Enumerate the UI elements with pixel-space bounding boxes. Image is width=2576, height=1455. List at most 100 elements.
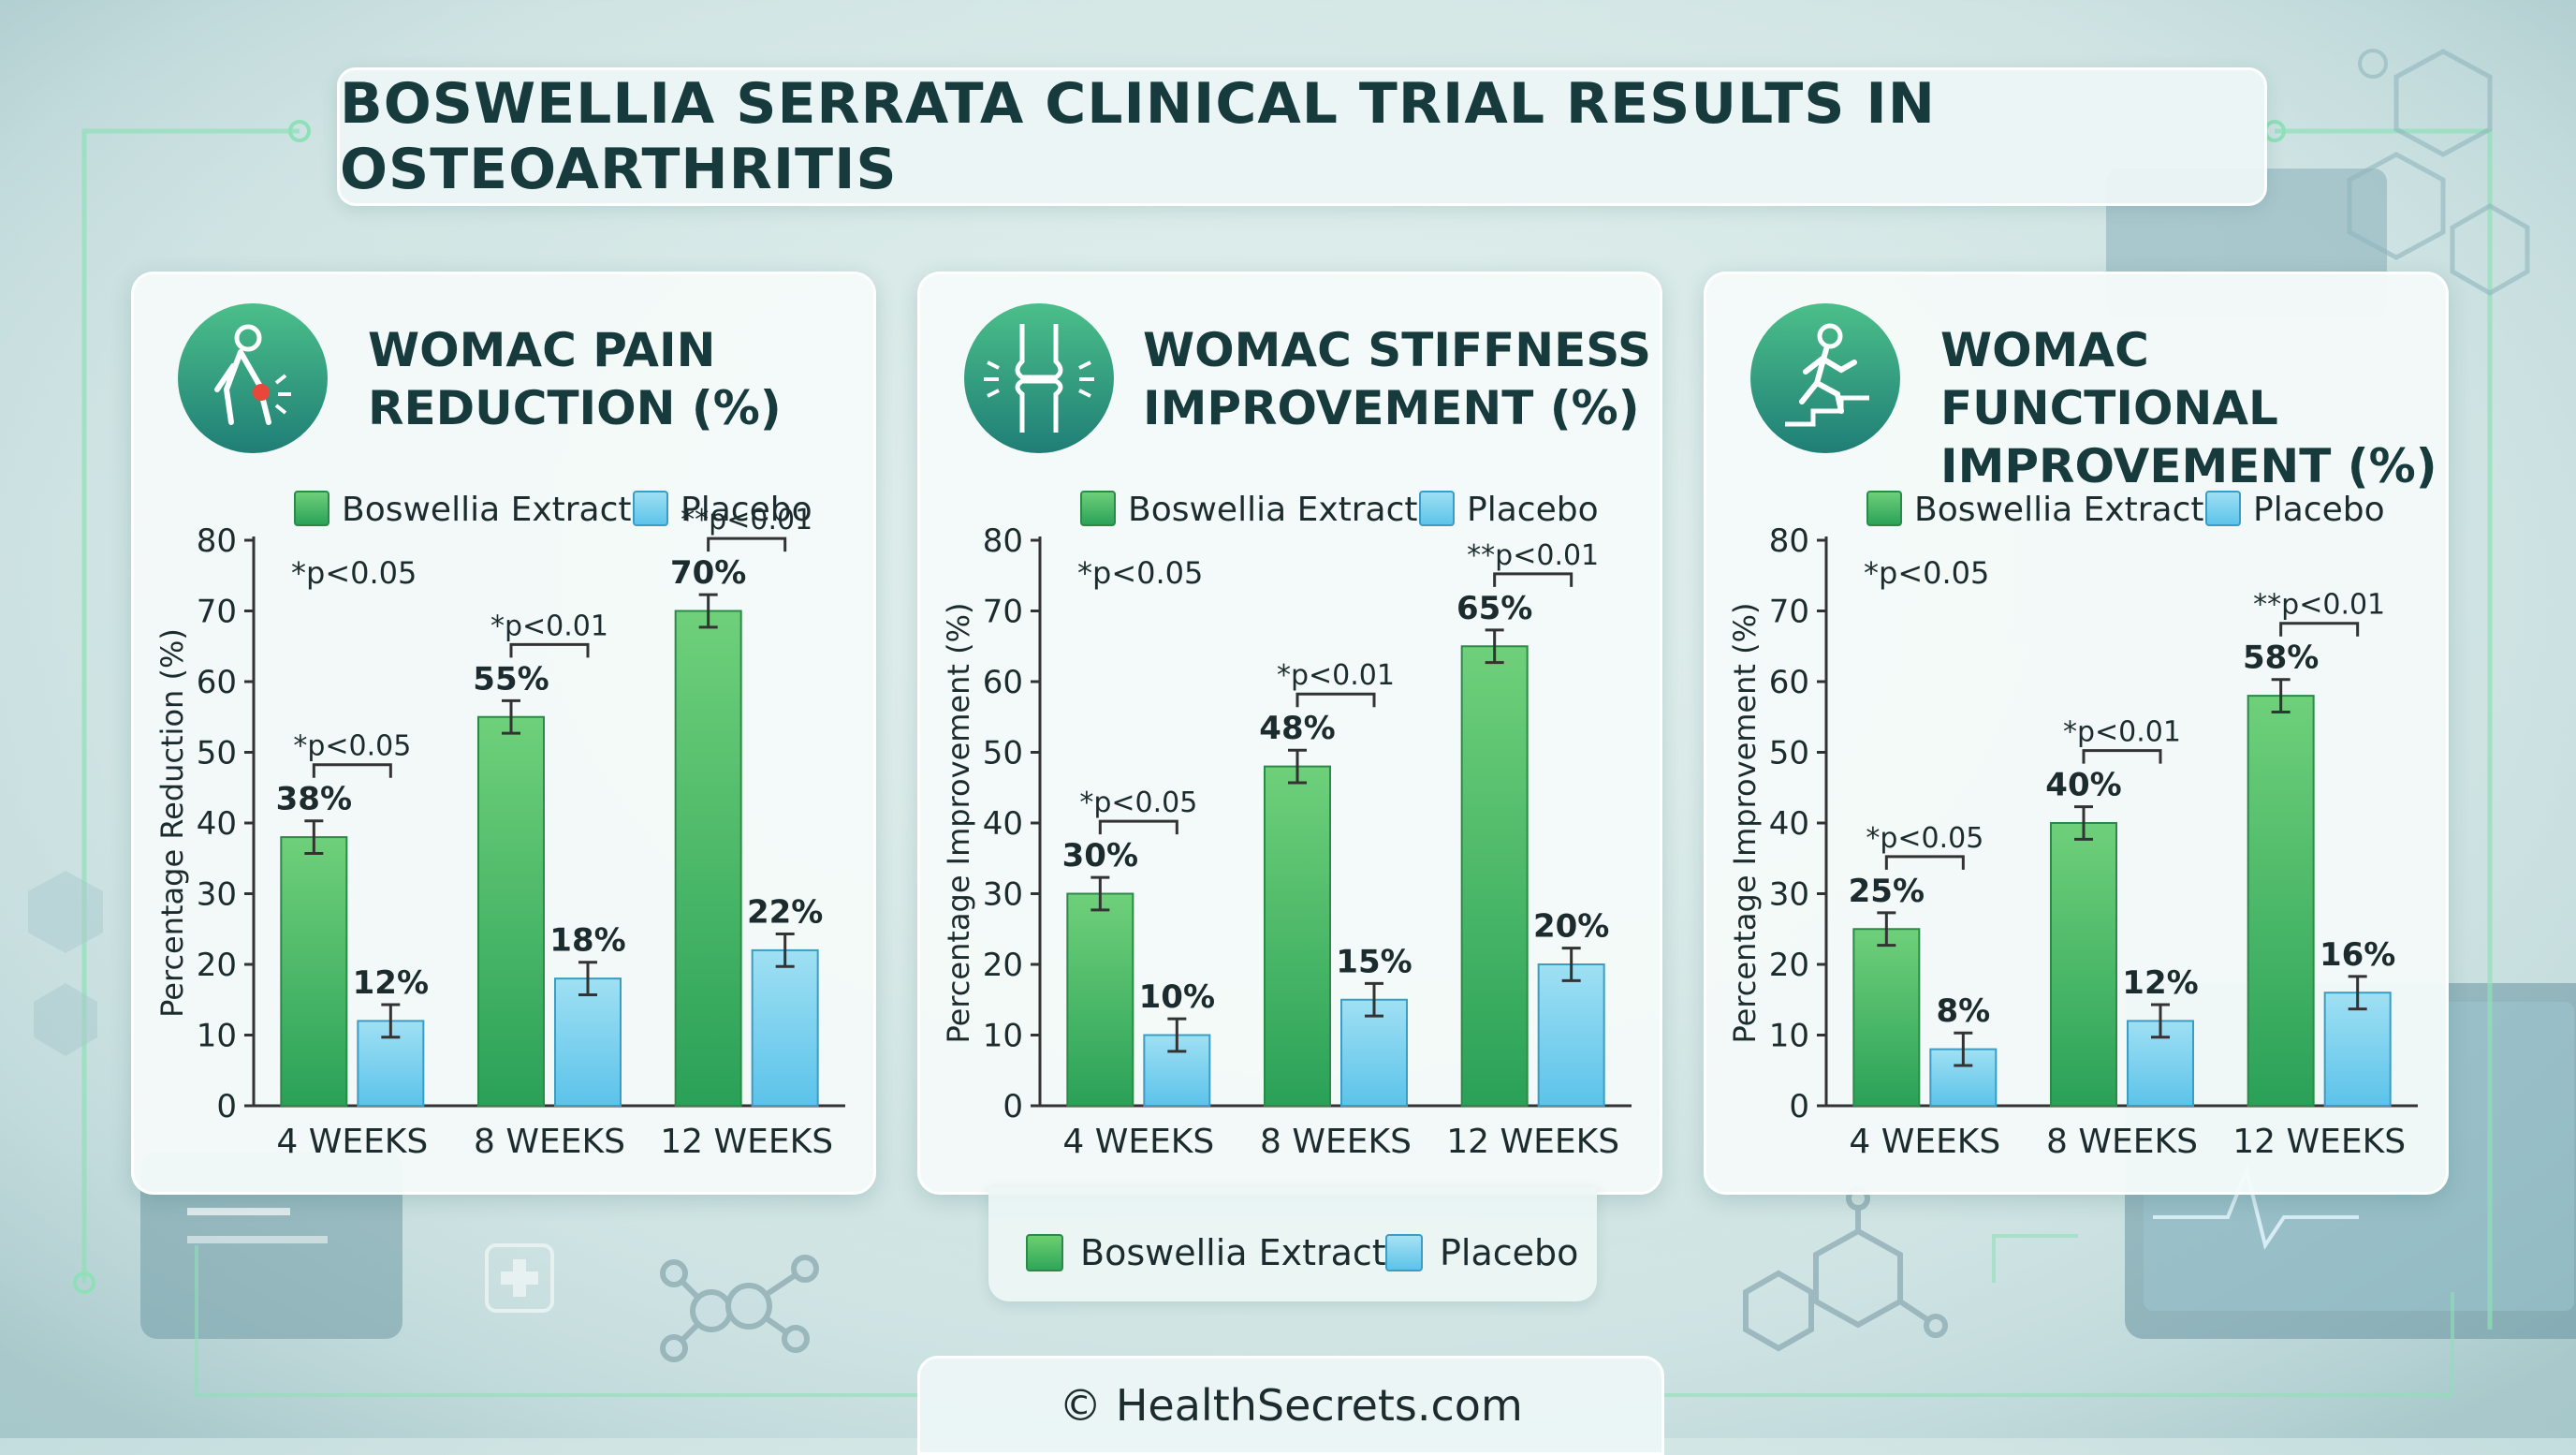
hexagon-molecule-icon bbox=[2347, 49, 2530, 296]
data-label: 55% bbox=[473, 660, 549, 698]
knee-pain-person-icon bbox=[178, 303, 328, 453]
significance-label: **p<0.01 bbox=[1467, 539, 1599, 572]
legend-swatch-placebo bbox=[1419, 491, 1455, 526]
x-tick-label: 8 WEEKS bbox=[1260, 1123, 1412, 1161]
stiffness-improvement-panel: WOMAC STIFFNESS IMPROVEMENT (%) Boswelli… bbox=[917, 272, 1662, 1195]
significance-note: *p<0.05 bbox=[1864, 555, 1989, 591]
legend-label: Placebo bbox=[1440, 1232, 1579, 1273]
copyright-footer: © HealthSecrets.com bbox=[917, 1356, 1664, 1455]
y-tick-label: 60 bbox=[983, 664, 1023, 701]
y-tick-label: 70 bbox=[983, 594, 1023, 631]
person-climbing-stairs-icon bbox=[1750, 303, 1900, 453]
x-tick-label: 12 WEEKS bbox=[2232, 1123, 2406, 1161]
y-tick-label: 60 bbox=[197, 664, 237, 701]
plus-cross-icon bbox=[485, 1243, 554, 1313]
title-banner: BOSWELLIA SERRATA CLINICAL TRIAL RESULTS… bbox=[337, 67, 2267, 206]
legend-label: Boswellia Extract bbox=[1080, 1232, 1386, 1273]
boswellia-bar bbox=[2247, 695, 2315, 1107]
significance-bracket bbox=[509, 642, 590, 658]
y-tick-label: 80 bbox=[1769, 522, 1809, 560]
data-label: 65% bbox=[1456, 590, 1532, 627]
placebo-bar bbox=[1537, 963, 1605, 1107]
chart-title: WOMAC STIFFNESS IMPROVEMENT (%) bbox=[1143, 323, 1652, 435]
legend-swatch-boswellia bbox=[1080, 491, 1116, 526]
y-tick-label: 30 bbox=[1769, 876, 1809, 914]
y-tick-label: 70 bbox=[1769, 594, 1809, 631]
significance-bracket bbox=[1884, 855, 1965, 870]
legend-swatch-boswellia bbox=[294, 491, 329, 526]
significance-bracket bbox=[707, 536, 787, 552]
data-label: 58% bbox=[2243, 639, 2319, 677]
y-tick-label: 10 bbox=[1769, 1018, 1809, 1055]
y-tick-label: 0 bbox=[216, 1088, 237, 1125]
y-tick-label: 30 bbox=[983, 876, 1023, 914]
significance-bracket bbox=[1295, 692, 1376, 708]
boswellia-bar bbox=[1264, 765, 1331, 1107]
placebo-bar bbox=[751, 948, 819, 1108]
y-tick-label: 50 bbox=[983, 735, 1023, 772]
placebo-bar bbox=[1340, 998, 1408, 1107]
chart-title: WOMAC PAIN REDUCTION (%) bbox=[368, 323, 782, 435]
legend-swatch-placebo bbox=[2205, 491, 2241, 526]
significance-label: *p<0.01 bbox=[2063, 716, 2181, 749]
y-tick-label: 0 bbox=[1789, 1088, 1809, 1125]
legend-label-placebo: Placebo bbox=[681, 491, 812, 529]
y-tick-label: 40 bbox=[197, 805, 237, 843]
significance-label: *p<0.01 bbox=[1277, 659, 1395, 692]
x-tick-label: 4 WEEKS bbox=[1849, 1123, 2000, 1161]
boswellia-bar bbox=[1460, 645, 1529, 1107]
y-axis-label: Percentage Reduction (%) bbox=[154, 628, 190, 1018]
legend-label-boswellia: Boswellia Extract bbox=[1914, 491, 2204, 529]
boswellia-bar bbox=[2050, 822, 2117, 1107]
boswellia-bar bbox=[1852, 928, 1921, 1107]
copyright-text: © HealthSecrets.com bbox=[1059, 1380, 1523, 1431]
tablet-device-left bbox=[140, 1152, 402, 1339]
pain-reduction-chart: Boswellia Extract Placebo 0 10 20 30 40 50 60 70 8… bbox=[154, 491, 845, 1161]
significance-label: *p<0.05 bbox=[1079, 786, 1197, 819]
y-tick-label: 10 bbox=[197, 1018, 237, 1055]
legend-item-boswellia: Boswellia Extract bbox=[1026, 1232, 1386, 1273]
data-label: 16% bbox=[2320, 936, 2395, 974]
data-label: 18% bbox=[549, 922, 625, 960]
data-label: 40% bbox=[2045, 767, 2121, 804]
legend-item-placebo: Placebo bbox=[1385, 1232, 1578, 1273]
data-label: 30% bbox=[1062, 837, 1138, 874]
x-tick-label: 8 WEEKS bbox=[2046, 1123, 2198, 1161]
significance-bracket bbox=[2279, 622, 2360, 637]
legend-swatch-placebo bbox=[633, 491, 668, 526]
boswellia-bar bbox=[280, 836, 348, 1107]
y-tick-label: 80 bbox=[983, 522, 1023, 560]
data-label: 20% bbox=[1533, 908, 1609, 946]
y-tick-label: 40 bbox=[1769, 805, 1809, 843]
y-tick-label: 30 bbox=[197, 876, 237, 914]
legend-label-boswellia: Boswellia Extract bbox=[342, 491, 632, 529]
legend-swatch-boswellia bbox=[1866, 491, 1902, 526]
significance-bracket bbox=[312, 763, 392, 778]
data-label: 12% bbox=[2122, 964, 2198, 1002]
y-tick-label: 80 bbox=[197, 522, 237, 560]
significance-bracket bbox=[2082, 749, 2162, 764]
y-tick-label: 20 bbox=[197, 947, 237, 984]
significance-bracket bbox=[1098, 819, 1178, 835]
functional-improvement-chart: Boswellia Extract Placebo 0 10 20 30 40 50 60 70 8… bbox=[1727, 491, 2418, 1161]
legend-swatch-placebo bbox=[1385, 1234, 1423, 1271]
placebo-bar bbox=[554, 977, 622, 1107]
x-tick-label: 4 WEEKS bbox=[276, 1123, 428, 1161]
x-tick-label: 4 WEEKS bbox=[1062, 1123, 1214, 1161]
data-label: 12% bbox=[353, 964, 429, 1002]
molecule-icon bbox=[660, 1255, 819, 1362]
data-label: 22% bbox=[747, 894, 823, 932]
significance-label: **p<0.01 bbox=[681, 504, 812, 536]
legend-label-placebo: Placebo bbox=[1467, 491, 1599, 529]
data-label: 25% bbox=[1849, 873, 1925, 910]
significance-note: *p<0.05 bbox=[291, 555, 417, 591]
boswellia-bar bbox=[1066, 892, 1134, 1107]
y-tick-label: 50 bbox=[197, 735, 237, 772]
stiffness-improvement-chart: Boswellia Extract Placebo 0 10 20 30 40 50 60 70 8… bbox=[941, 491, 1632, 1161]
data-label: 15% bbox=[1336, 943, 1412, 980]
y-tick-label: 0 bbox=[1003, 1088, 1023, 1125]
y-tick-label: 40 bbox=[983, 805, 1023, 843]
x-tick-label: 8 WEEKS bbox=[474, 1123, 625, 1161]
significance-bracket bbox=[1493, 572, 1573, 587]
data-label: 10% bbox=[1139, 978, 1215, 1016]
